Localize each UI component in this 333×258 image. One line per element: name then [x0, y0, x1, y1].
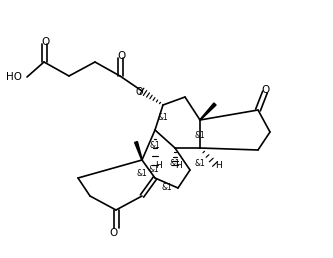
Text: &1: &1 — [158, 114, 168, 123]
Text: O: O — [41, 37, 49, 47]
Text: HO: HO — [6, 72, 22, 82]
Polygon shape — [135, 142, 142, 160]
Text: &1: &1 — [149, 165, 160, 174]
Text: O: O — [110, 228, 118, 238]
Text: &1: &1 — [137, 170, 148, 179]
Text: &1: &1 — [150, 141, 161, 149]
Text: &1: &1 — [194, 158, 205, 167]
Text: &1: &1 — [162, 183, 172, 192]
Text: O: O — [118, 51, 126, 61]
Text: O: O — [261, 85, 269, 95]
Polygon shape — [200, 103, 216, 120]
Text: &1: &1 — [194, 132, 205, 141]
Text: H: H — [216, 160, 222, 170]
Text: O: O — [135, 87, 143, 97]
Text: H: H — [156, 162, 163, 171]
Text: H: H — [175, 162, 182, 171]
Text: &1: &1 — [169, 158, 180, 167]
